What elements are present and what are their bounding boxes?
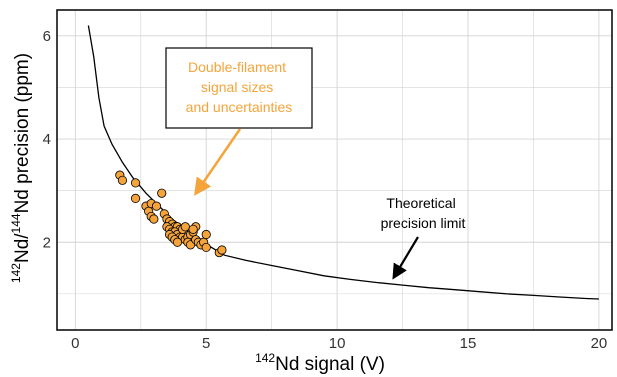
data-point bbox=[149, 214, 159, 224]
y-axis-label: 142Nd/144Nd precision (ppm) bbox=[9, 53, 33, 283]
measurement-points bbox=[115, 170, 227, 258]
annotation-2-arrow bbox=[392, 236, 419, 280]
svg-text:Theoretical precision li: Theoretical precision limit bbox=[381, 195, 466, 231]
data-point bbox=[188, 224, 198, 234]
theoretical-precision-curve bbox=[87, 25, 599, 300]
y-tick-label: 6 bbox=[43, 28, 51, 45]
x-tick-label: 0 bbox=[71, 335, 79, 352]
data-point bbox=[130, 178, 141, 188]
y-tick-labels: 2 4 6 bbox=[43, 28, 51, 251]
data-point bbox=[151, 201, 162, 211]
annotation-1-line-2: signal sizes bbox=[201, 79, 273, 95]
x-axis-label: 142Nd signal (V) bbox=[255, 351, 385, 375]
y-tick-label: 2 bbox=[43, 234, 51, 251]
annotation-1-arrow bbox=[194, 128, 242, 196]
annotation-double-filament: Double-filament signal sizes and uncerta… bbox=[165, 47, 313, 196]
annotation-2-line-2: precision limit bbox=[381, 215, 466, 231]
annotation-1-line-1: Double-filament bbox=[188, 59, 286, 75]
data-point bbox=[180, 222, 190, 232]
data-point bbox=[172, 237, 183, 247]
data-point bbox=[201, 229, 211, 240]
annotation-theoretical-limit: Theoretical precision limit bbox=[381, 195, 466, 280]
data-point bbox=[157, 188, 167, 198]
grid-lines bbox=[57, 10, 612, 330]
x-tick-label: 20 bbox=[591, 335, 608, 352]
data-point bbox=[130, 193, 141, 203]
x-tick-labels: 0 5 10 15 20 bbox=[71, 335, 607, 352]
x-tick-label: 10 bbox=[329, 335, 346, 352]
data-point bbox=[217, 245, 227, 255]
y-tick-label: 4 bbox=[43, 131, 51, 148]
x-tick-label: 15 bbox=[460, 335, 477, 352]
plot-frame bbox=[56, 9, 613, 331]
data-point bbox=[117, 175, 128, 185]
annotation-1-line-3: and uncertainties bbox=[186, 99, 293, 115]
data-point bbox=[201, 242, 211, 253]
svg-text:Double-filament signal s: Double-filament signal sizes and uncerta… bbox=[186, 59, 293, 115]
annotation-2-line-1: Theoretical bbox=[386, 195, 455, 211]
x-tick-label: 5 bbox=[202, 335, 210, 352]
